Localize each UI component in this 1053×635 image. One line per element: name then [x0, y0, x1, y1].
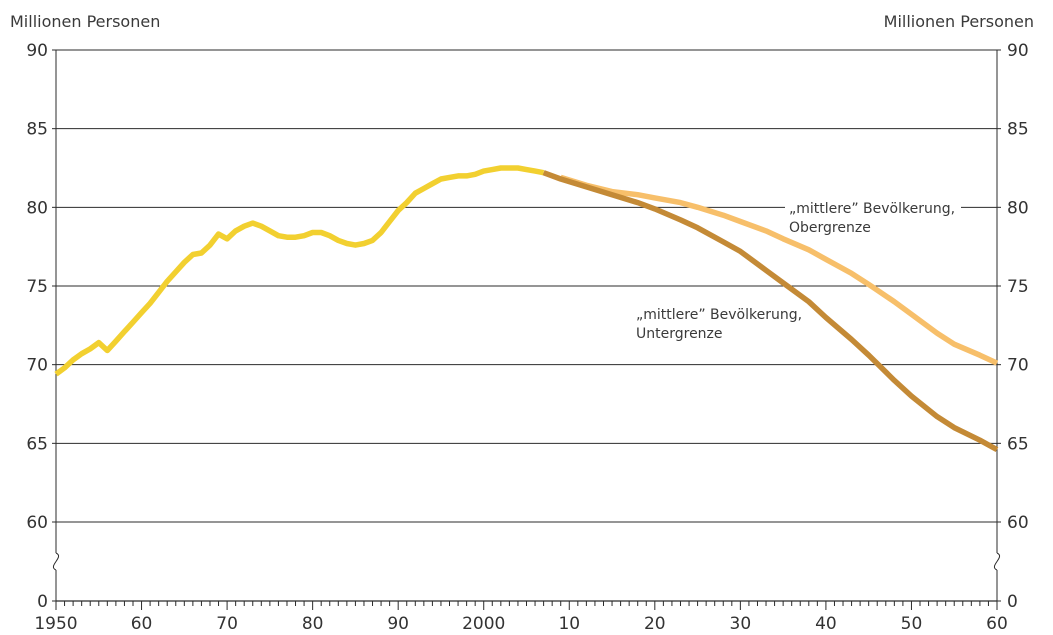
- x-tick-1990: 90: [387, 614, 409, 634]
- x-tick-1950: 1950: [34, 614, 77, 634]
- y-tick-right-90: 90: [1007, 41, 1029, 61]
- y-tick-right-85: 85: [1007, 120, 1029, 140]
- y-tick-left-85: 85: [26, 120, 48, 140]
- annotations: „mittlere” Bevölkerung, Obergrenze „mittle…: [636, 198, 961, 342]
- y-tick-left-80: 80: [26, 198, 48, 218]
- series-lines: [54, 165, 999, 453]
- y-tick-right-70: 70: [1007, 356, 1029, 376]
- annotation-bg-1: [785, 198, 961, 216]
- x-tick-2010: 10: [558, 614, 580, 634]
- axis-break-left: [52, 552, 60, 571]
- series-annotation-2-line-1: Untergrenze: [636, 326, 723, 342]
- x-tick-2040: 40: [815, 614, 837, 634]
- series-annotation-1-line-0: „mittlere” Bevölkerung,: [789, 201, 955, 217]
- y-tick-right-75: 75: [1007, 277, 1029, 297]
- y-tick-right-0: 0: [1007, 592, 1018, 612]
- y-axis-label-right: Millionen Personen: [884, 12, 1034, 31]
- y-tick-right-65: 65: [1007, 434, 1029, 454]
- y-tick-right-80: 80: [1007, 198, 1029, 218]
- x-tick-2030: 30: [730, 614, 752, 634]
- series-line-1: [559, 174, 999, 366]
- series-line-0: [54, 165, 545, 377]
- x-tick-2050: 50: [901, 614, 923, 634]
- axes: [52, 49, 1001, 610]
- x-tick-1970: 70: [216, 614, 238, 634]
- x-tick-2000: 2000: [462, 614, 505, 634]
- y-tick-labels: 90 90 85 85 80 80 75 75 70 70 65 65 60 60 0 0: [26, 41, 1028, 612]
- x-tick-2020: 20: [644, 614, 666, 634]
- x-tick-labels: 1950 60 70 80 90 2000 10 20 30 40 50 60: [34, 614, 1007, 634]
- gridlines: [56, 49, 997, 523]
- y-tick-left-70: 70: [26, 356, 48, 376]
- y-tick-left-0: 0: [37, 592, 48, 612]
- y-tick-left-60: 60: [26, 513, 48, 533]
- series-annotation-2-line-0: „mittlere” Bevölkerung,: [636, 307, 802, 323]
- x-tick-2060: 60: [986, 614, 1008, 634]
- y-tick-left-65: 65: [26, 434, 48, 454]
- y-tick-left-90: 90: [26, 41, 48, 61]
- y-tick-right-60: 60: [1007, 513, 1029, 533]
- series-annotation-1-line-1: Obergrenze: [789, 220, 871, 236]
- series-line-2: [542, 170, 999, 453]
- y-tick-left-75: 75: [26, 277, 48, 297]
- x-tick-1980: 80: [302, 614, 324, 634]
- y-axis-label-left: Millionen Personen: [10, 12, 160, 31]
- x-tick-1960: 60: [131, 614, 153, 634]
- axis-break-right: [993, 552, 1001, 571]
